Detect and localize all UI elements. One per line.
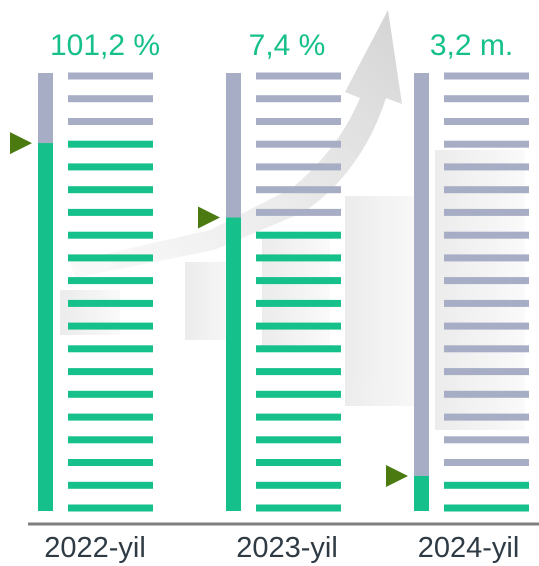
gauge-segment-2024 — [444, 254, 529, 262]
gauge-fill-2023 — [226, 217, 241, 512]
gauge-segment-2022 — [68, 459, 153, 466]
gauge-segment-2023 — [256, 504, 341, 512]
gauge-segment-2023 — [256, 208, 341, 216]
gauge-segment-2024 — [444, 413, 529, 421]
gauge-segment-2023 — [256, 72, 341, 80]
gauge-segment-2024 — [444, 140, 529, 148]
gauge-segment-2022 — [68, 299, 153, 307]
gauge-segment-2023 — [256, 459, 341, 466]
bar-group — [10, 72, 529, 512]
gauge-segment-2024 — [444, 368, 529, 376]
gauge-segment-2023 — [256, 118, 341, 125]
gauge-segment-2023 — [256, 95, 341, 103]
gauge-segment-2023 — [256, 140, 341, 148]
gauge-segment-2024 — [444, 163, 529, 171]
gauge-segment-2022 — [68, 322, 153, 330]
gauge-segment-2022 — [68, 254, 153, 262]
year-label-2024: 2024-yil — [417, 532, 520, 564]
gauge-segment-2023 — [256, 481, 341, 489]
gauge-segment-2024 — [444, 95, 529, 103]
gauge-segment-2023 — [256, 345, 341, 353]
gauge-segment-2022 — [68, 208, 153, 216]
gauge-track-2024 — [414, 73, 429, 511]
gauge-segment-2022 — [68, 118, 153, 125]
gauge-segment-2022 — [68, 390, 153, 398]
gauge-segment-2024 — [444, 459, 529, 466]
gauge-segment-2022 — [68, 345, 153, 353]
gauge-segment-2023 — [256, 322, 341, 330]
gauge-segment-2022 — [68, 436, 153, 444]
gauge-segment-2024 — [444, 345, 529, 353]
gauge-segment-2023 — [256, 413, 341, 421]
gauge-segment-2022 — [68, 163, 153, 171]
gauge-segment-2022 — [68, 231, 153, 239]
gauge-segment-2024 — [444, 208, 529, 216]
gauge-segment-2023 — [256, 254, 341, 262]
value-label-2024: 3,2 m. — [429, 29, 514, 62]
gauge-segment-2022 — [68, 481, 153, 489]
gauge-segment-2023 — [256, 231, 341, 239]
gauge-segment-2024 — [444, 504, 529, 512]
gauge-segment-2022 — [68, 72, 153, 80]
level-marker-2024 — [386, 464, 408, 487]
gauge-segment-2024 — [444, 118, 529, 125]
year-label-2023: 2023-yil — [236, 532, 338, 564]
gauge-segment-2023 — [256, 163, 341, 171]
gauge-fill-2024 — [414, 475, 429, 511]
gauge-segment-2023 — [256, 277, 341, 285]
gauge-segment-2023 — [256, 368, 341, 376]
gauge-segment-2024 — [444, 186, 529, 194]
level-marker-2022 — [10, 132, 32, 155]
gauge-segment-2022 — [68, 95, 153, 103]
gauge-segment-2024 — [444, 481, 529, 489]
year-label-2022: 2022-yil — [44, 532, 146, 564]
gauge-segment-2024 — [444, 72, 529, 80]
gauge-segment-2022 — [68, 186, 153, 194]
gauge-segment-2022 — [68, 504, 153, 512]
gauge-segment-2023 — [256, 436, 341, 444]
gauge-segment-2023 — [256, 390, 341, 398]
gauge-segment-2022 — [68, 140, 153, 148]
gauge-fill-2022 — [38, 143, 53, 511]
gauge-segment-2022 — [68, 413, 153, 421]
gauge-segment-2023 — [256, 186, 341, 194]
gauge-segment-2023 — [256, 299, 341, 307]
gauge-segment-2024 — [444, 322, 529, 330]
gauge-segment-2022 — [68, 368, 153, 376]
value-label-2023: 7,4 % — [248, 29, 326, 62]
gauge-segment-2024 — [444, 299, 529, 307]
gauge-segment-2024 — [444, 390, 529, 398]
gauge-segment-2024 — [444, 436, 529, 444]
level-marker-2023 — [198, 206, 220, 229]
gauge-segment-2024 — [444, 231, 529, 239]
value-label-2022: 101,2 % — [49, 29, 161, 62]
gauge-segment-2024 — [444, 277, 529, 285]
gauge-segment-2022 — [68, 277, 153, 285]
